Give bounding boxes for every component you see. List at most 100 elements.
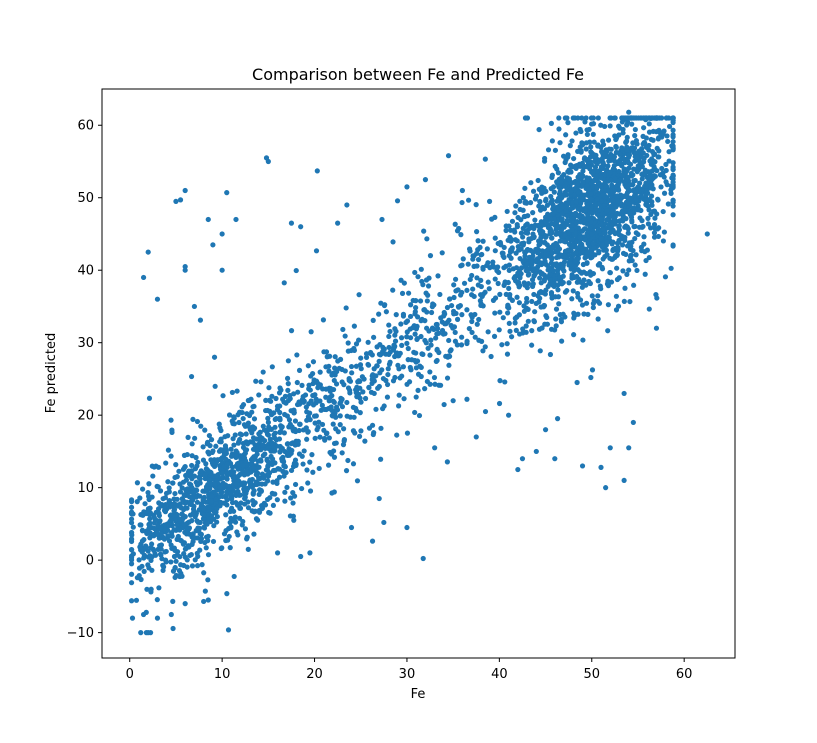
data-point	[629, 219, 635, 225]
data-point	[629, 257, 635, 264]
data-point	[566, 169, 572, 175]
data-point	[496, 327, 502, 333]
data-point	[602, 151, 608, 157]
data-point	[228, 453, 235, 459]
data-point	[623, 139, 629, 146]
data-point	[210, 538, 217, 545]
data-point	[347, 378, 354, 384]
data-point	[524, 115, 531, 121]
data-point	[582, 119, 588, 125]
data-point	[550, 268, 556, 274]
data-point	[269, 459, 275, 465]
data-point	[582, 237, 588, 243]
data-point	[339, 396, 345, 402]
data-point	[180, 497, 186, 503]
x-tick-label: 40	[491, 667, 508, 682]
data-point	[163, 548, 169, 555]
data-point	[223, 537, 229, 544]
data-point	[638, 193, 644, 199]
data-point	[184, 564, 190, 570]
data-point	[176, 568, 183, 574]
data-point	[641, 125, 647, 131]
data-point	[216, 421, 222, 427]
data-point	[589, 293, 595, 299]
data-point	[584, 131, 590, 138]
data-point	[559, 174, 565, 180]
data-point	[616, 239, 622, 245]
data-point	[598, 174, 604, 181]
data-point	[589, 231, 595, 237]
data-point	[141, 552, 148, 558]
data-point	[248, 396, 254, 402]
data-point	[571, 332, 577, 338]
data-point	[588, 191, 594, 197]
data-point	[647, 158, 653, 164]
x-tick-label: 0	[126, 667, 134, 682]
data-point	[558, 252, 564, 258]
data-point	[598, 184, 604, 190]
data-point	[607, 445, 613, 451]
data-point	[497, 309, 503, 315]
data-point	[605, 328, 611, 334]
data-point	[354, 478, 361, 484]
data-point	[580, 168, 586, 174]
data-point	[392, 338, 399, 344]
data-point	[273, 395, 279, 402]
data-point	[621, 477, 627, 484]
data-point	[390, 287, 396, 293]
data-point	[155, 484, 161, 490]
data-point	[421, 307, 428, 313]
data-point	[627, 254, 634, 260]
data-point	[286, 446, 292, 452]
data-point	[358, 428, 364, 434]
data-point	[161, 536, 168, 542]
data-point	[478, 252, 484, 258]
data-point	[168, 453, 174, 459]
data-point	[658, 184, 664, 190]
data-point	[459, 334, 465, 340]
data-point	[182, 263, 188, 270]
data-point	[404, 184, 410, 190]
data-point	[323, 364, 329, 370]
data-point	[128, 504, 135, 510]
data-point	[379, 367, 385, 373]
data-point	[273, 415, 279, 422]
data-point	[412, 331, 418, 337]
data-point	[476, 316, 482, 323]
data-point	[552, 456, 558, 462]
data-point	[664, 133, 670, 139]
data-point	[304, 467, 310, 473]
data-point	[147, 516, 153, 522]
data-point	[474, 275, 480, 281]
data-point	[550, 184, 557, 190]
data-point	[648, 225, 654, 231]
data-point	[637, 215, 643, 221]
data-point	[369, 538, 376, 544]
data-point	[505, 310, 511, 316]
data-point	[670, 117, 676, 123]
data-point	[242, 526, 249, 532]
data-point	[149, 541, 155, 547]
data-point	[211, 516, 217, 522]
data-point	[307, 488, 314, 494]
data-point	[588, 115, 595, 121]
data-point	[532, 217, 538, 223]
data-point	[401, 280, 407, 286]
data-point	[386, 344, 392, 351]
data-point	[458, 342, 465, 348]
data-point	[570, 115, 576, 121]
data-point	[632, 126, 638, 133]
data-point	[237, 492, 243, 498]
data-point	[158, 531, 164, 537]
data-point	[137, 522, 143, 528]
data-point	[581, 277, 587, 283]
data-point	[596, 250, 602, 256]
data-point	[145, 506, 152, 512]
data-point	[600, 226, 606, 232]
data-point	[250, 497, 256, 504]
data-point	[222, 443, 229, 449]
data-point	[506, 305, 512, 311]
data-point	[171, 527, 177, 533]
data-point	[471, 293, 477, 300]
data-point	[151, 514, 157, 520]
